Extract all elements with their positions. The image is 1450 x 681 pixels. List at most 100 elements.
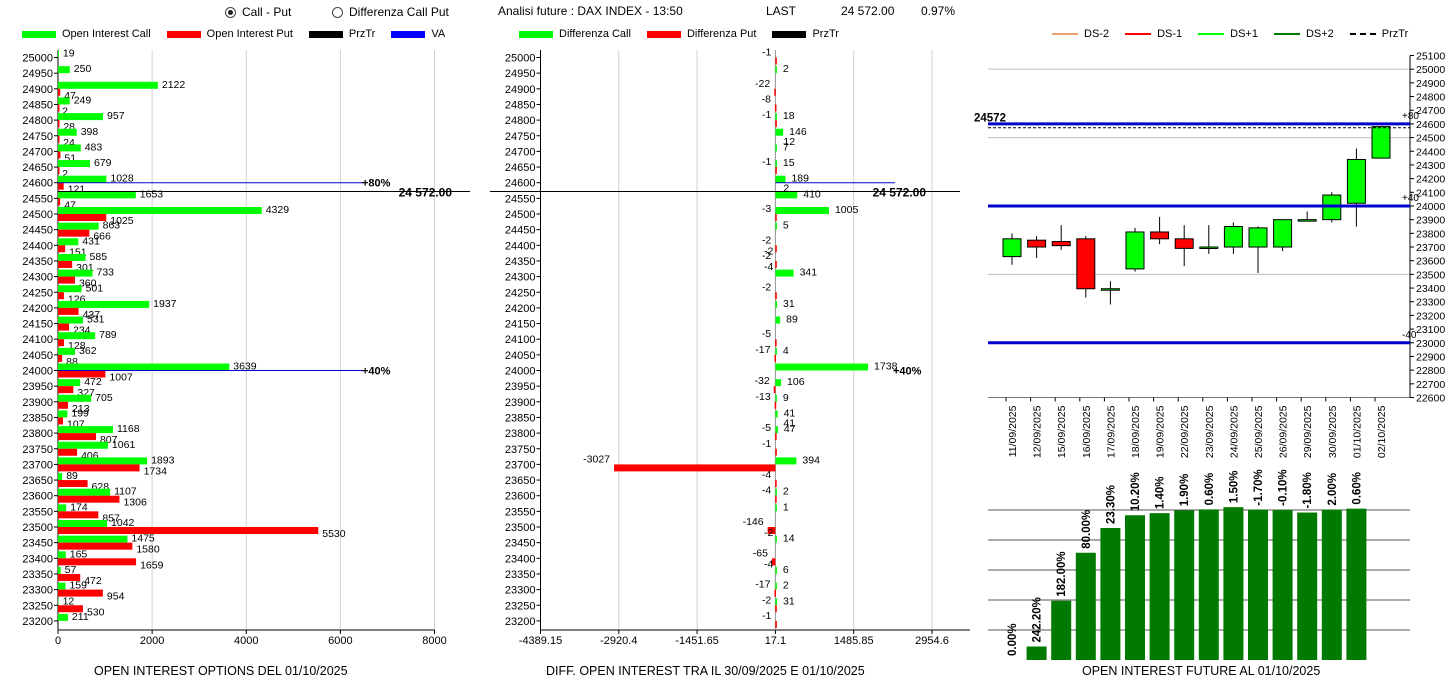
- strike-label: 23400: [22, 553, 53, 565]
- footer-middle-title: DIFF. OPEN INTEREST TRA IL 30/09/2025 E …: [546, 664, 865, 678]
- legend-item-ds-1: DS-1: [1125, 28, 1182, 40]
- future-oi-bar: [1248, 509, 1268, 660]
- strike-label: 25000: [505, 53, 536, 65]
- legend-right: DS-2 DS-1 DS+1 DS+2 PrzTr: [1052, 28, 1424, 40]
- diff-put-value-label: -2: [762, 250, 771, 262]
- y-tick-label: 23500: [1416, 269, 1445, 281]
- put-bar: [58, 511, 99, 519]
- candle-body: [1150, 231, 1170, 240]
- prztr-label: 24 572.00: [873, 185, 927, 199]
- diff-call-value-label: 31: [783, 595, 795, 607]
- call-bar: [58, 300, 150, 308]
- call-bar: [58, 144, 81, 152]
- put-bar: [58, 292, 64, 300]
- diff-call-value-label: 41: [784, 407, 796, 419]
- strike-label: 24750: [22, 131, 53, 143]
- radio-unselected-icon[interactable]: [332, 6, 343, 18]
- future-oi-label: -1.80%: [1302, 472, 1314, 508]
- diff-put-bar: [773, 386, 776, 394]
- diff-call-value-label: 6: [783, 564, 789, 576]
- strike-label: 24250: [505, 287, 536, 299]
- strike-label: 24300: [505, 272, 536, 284]
- legend-item-va: VA: [391, 28, 445, 40]
- future-oi-bar: [1272, 509, 1293, 660]
- diff-call-bar: [775, 535, 777, 543]
- diff-put-bar: [775, 433, 777, 441]
- diff-call-bar: [775, 207, 829, 214]
- strike-label: 23700: [505, 459, 536, 471]
- legend-item-diff-put: Differenza Put: [646, 28, 757, 40]
- future-oi-label: 23.30%: [1105, 485, 1117, 524]
- diff-put-bar: [774, 88, 776, 96]
- call-bar: [58, 160, 90, 168]
- radio-diff-label: Differenza Call Put: [349, 5, 449, 19]
- put-bar: [58, 401, 69, 409]
- strike-label: 23850: [505, 412, 536, 424]
- diff-call-bar: [775, 426, 778, 434]
- put-bar: [58, 245, 66, 253]
- va-label: +80%: [362, 178, 391, 190]
- y-tick-label: 23900: [1416, 215, 1445, 227]
- diff-call-bar: [775, 347, 777, 355]
- blue-level-label: -40: [1402, 330, 1417, 341]
- date-label: 01/10/2025: [1351, 405, 1363, 458]
- legend-label: DS-1: [1157, 28, 1183, 40]
- diff-put-bar: [775, 605, 777, 613]
- put-bar: [58, 589, 103, 597]
- diff-put-bar: [775, 292, 777, 300]
- strike-label: 24500: [22, 209, 53, 221]
- strike-label: 23200: [505, 616, 536, 628]
- candle-body: [1002, 238, 1022, 258]
- call-value-label: 1061: [112, 439, 136, 451]
- diff-call-bar: [775, 457, 797, 465]
- call-bar: [58, 551, 66, 559]
- call-value-label: 501: [86, 282, 104, 294]
- diff-call-value-label: 410: [803, 188, 821, 200]
- strike-label: 24000: [505, 366, 536, 378]
- put-value-label: 1025: [110, 215, 134, 227]
- radio-call-put[interactable]: Call - Put: [225, 5, 291, 19]
- blue-level-label: +80: [1402, 111, 1419, 122]
- future-oi-label: 10.20%: [1130, 472, 1142, 511]
- future-oi-bar: [1026, 646, 1047, 660]
- call-bar: [58, 613, 68, 621]
- diff-put-bar: [775, 448, 777, 456]
- diff-call-bar: [775, 144, 777, 152]
- candle-body: [1273, 219, 1293, 248]
- diff-call-value-label: 1738: [874, 361, 898, 373]
- radio-diff[interactable]: Differenza Call Put: [332, 5, 449, 19]
- call-value-label: 483: [85, 141, 103, 153]
- future-oi-label: 1.50%: [1228, 471, 1240, 504]
- call-value-label: 159: [69, 580, 87, 592]
- y-tick-label: 24900: [1416, 78, 1445, 90]
- future-oi-bar: [1223, 507, 1244, 660]
- y-tick-label: 25000: [1416, 64, 1445, 76]
- extra-value-label: 41: [783, 417, 795, 429]
- va-label: +40%: [893, 366, 922, 378]
- strike-label: 24150: [22, 319, 53, 331]
- va-label: +40%: [362, 366, 391, 378]
- future-oi-label: -1.70%: [1253, 469, 1265, 505]
- diff-put-value-label: -17: [755, 344, 770, 356]
- put-bar: [58, 276, 75, 284]
- diff-put-value-label: -13: [756, 391, 771, 403]
- x-tick-label: 4000: [234, 635, 258, 647]
- put-bar: [58, 386, 74, 394]
- legend-label: Differenza Put: [686, 28, 757, 40]
- diff-call-value-label: 4: [783, 345, 789, 357]
- diff-put-value-label: -3: [762, 203, 771, 215]
- radio-selected-icon[interactable]: [225, 6, 236, 18]
- diff-put-value-label: -65: [753, 547, 768, 559]
- y-tick-label: 23100: [1416, 324, 1445, 336]
- diff-call-value-label: 2: [783, 580, 789, 592]
- extra-value-label: 2: [783, 183, 789, 195]
- put-bar: [58, 260, 73, 268]
- strike-label: 23450: [505, 538, 536, 550]
- call-bar: [58, 441, 108, 449]
- strike-label: 24100: [22, 334, 53, 346]
- diff-call-value-label: 106: [787, 376, 805, 388]
- diff-call-value-label: 89: [786, 314, 798, 326]
- strike-label: 24700: [505, 146, 536, 158]
- y-tick-label: 25100: [1416, 51, 1445, 63]
- call-bar: [58, 347, 76, 355]
